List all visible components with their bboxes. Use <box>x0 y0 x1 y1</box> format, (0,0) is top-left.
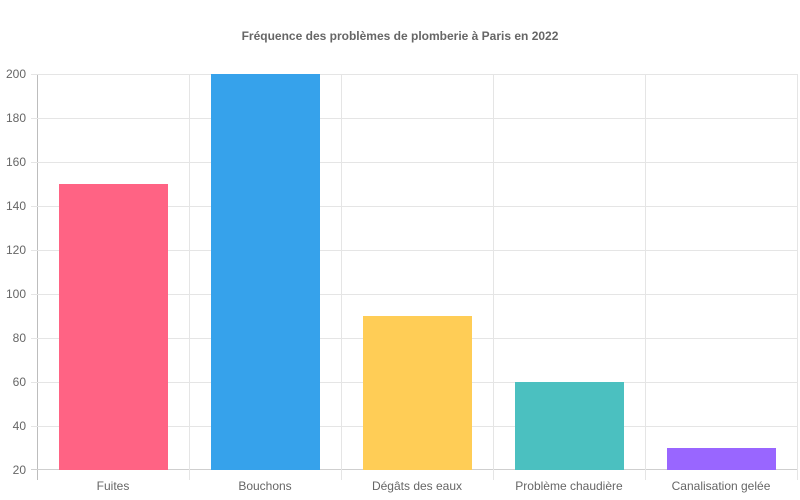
y-tick-label: 80 <box>12 331 26 345</box>
h-gridline <box>31 74 797 75</box>
y-tick-label: 180 <box>5 111 26 125</box>
h-gridline <box>31 206 797 207</box>
x-tick-label: Bouchons <box>238 479 292 493</box>
y-tick-label: 20 <box>12 463 26 477</box>
h-gridline <box>31 162 797 163</box>
chart-title: Fréquence des problèmes de plomberie à P… <box>241 29 559 43</box>
y-tick-label: 160 <box>5 155 26 169</box>
y-axis-line <box>37 74 38 480</box>
h-gridline <box>31 250 797 251</box>
y-tick-label: 140 <box>5 199 26 213</box>
bar-bouchons[interactable] <box>210 74 320 470</box>
y-tick-label: 120 <box>5 243 26 257</box>
v-gridline <box>341 74 342 480</box>
v-gridline <box>189 74 190 480</box>
v-gridline <box>797 74 798 480</box>
h-gridline <box>31 118 797 119</box>
bar-canalisation-gelee[interactable] <box>666 448 776 470</box>
y-tick-label: 40 <box>12 419 26 433</box>
x-tick-label: Dégâts des eaux <box>371 479 463 493</box>
v-gridline <box>645 74 646 480</box>
bar-probleme-chaudiere[interactable] <box>514 382 624 470</box>
x-tick-label: Canalisation gelée <box>671 479 771 493</box>
bar-fuites[interactable] <box>58 184 168 470</box>
x-tick-label: Fuites <box>96 479 130 493</box>
plot-area: 200 180 160 140 120 100 80 60 40 20 Fuites Bouchons… <box>6 67 798 493</box>
bar-degats-des-eaux[interactable] <box>362 316 472 470</box>
v-gridline <box>493 74 494 480</box>
h-gridline <box>31 294 797 295</box>
y-tick-label: 100 <box>5 287 26 301</box>
y-tick-label: 200 <box>5 67 26 81</box>
x-tick-label: Problème chaudière <box>515 479 623 493</box>
y-tick-label: 60 <box>12 375 26 389</box>
